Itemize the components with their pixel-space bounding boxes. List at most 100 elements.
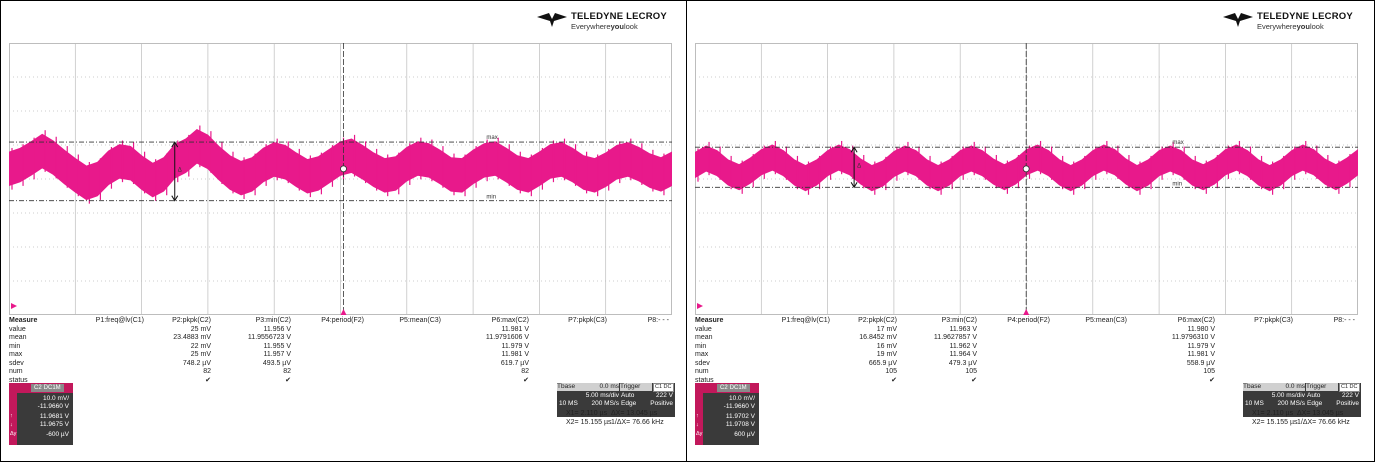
measure-cell: 19 mV: [876, 351, 897, 358]
measure-cell: [361, 368, 441, 377]
measure-row-label: sdev: [695, 359, 710, 367]
measure-cell: 11.981 V: [501, 325, 529, 333]
trigger-label: Trigger: [620, 383, 652, 391]
measure-cell: ✔: [891, 376, 897, 384]
tagline-suffix: look: [623, 22, 638, 31]
measure-row-label: value: [9, 325, 26, 333]
channel-label: C2: [34, 385, 42, 391]
channel-side-label: ↓: [10, 422, 13, 428]
channel-offset: -11.9660 V: [37, 403, 69, 410]
channel-descriptor-header: C2 DC1M: [695, 383, 759, 393]
trigger-level: 222 V: [1342, 392, 1359, 399]
brand-name: TELEDYNE LECROY: [1257, 11, 1353, 22]
measure-column-header: P2:pkpk(C2): [172, 317, 211, 324]
channel-tag: DC1M: [729, 385, 747, 391]
measure-cell: 479.3 µV: [948, 359, 977, 367]
measure-cell: [361, 326, 441, 335]
measure-cell: [284, 334, 364, 343]
measure-column: P3:min(C2) 11.963 V 11.9627857 V 11.962 V 11…: [897, 317, 977, 385]
channel-side-label: ↑: [10, 413, 13, 419]
channel-descriptor[interactable]: C2 DC1M 10.0 mV/-11.9660 V 11.9702 V 11.9708…: [695, 383, 759, 445]
measure-cell: [1047, 326, 1127, 335]
channel-y1: 11.9681 V: [39, 413, 69, 420]
measure-cell: 619.7 µV: [500, 359, 529, 367]
channel-y1: 11.9702 V: [725, 413, 755, 420]
measure-cell: 23.4883 mV: [173, 334, 211, 341]
measure-row-label: min: [9, 342, 21, 350]
measure-row-label: value: [695, 325, 712, 333]
measure-cell: 25 mV: [190, 325, 211, 333]
channel-offset: -11.9660 V: [723, 403, 755, 410]
measure-cell: [970, 360, 1050, 369]
measure-column-header: P4:period(F2): [321, 317, 364, 324]
measure-row-label: max: [9, 351, 23, 358]
channel-side-label: Δy: [10, 431, 17, 437]
measure-cell: [1047, 334, 1127, 343]
measure-column: P6:max(C2) 11.981 V 11.9791606 V 11.979 V 11…: [449, 317, 529, 385]
measure-cell: 11.956 V: [263, 325, 291, 333]
timebase-trigger-box[interactable]: Tbase 0.0 ms Trigger C1 DC 5.00 ms/div Auto 22…: [1243, 383, 1361, 417]
scope-screen: max min Δ: [695, 43, 1358, 315]
measure-cell: 11.962 V: [949, 342, 977, 350]
channel-tag: DC1M: [43, 385, 61, 391]
channel-y2: 11.9708 V: [725, 421, 755, 428]
trigger-slope: Positive: [1336, 400, 1359, 407]
timebase-trigger-box[interactable]: Tbase 0.0 ms Trigger C1 DC 5.00 ms/div Auto 22…: [557, 383, 675, 417]
trigger-slope: Positive: [650, 400, 673, 407]
delta-arrow-head-top: [171, 141, 179, 148]
measure-row-label: status: [695, 376, 714, 384]
measure-cell: 11.955 V: [263, 342, 291, 350]
channel-y2: 11.9675 V: [39, 421, 69, 428]
measure-cell: [970, 377, 1050, 386]
brand-tagline: Everywhereyoulook: [571, 22, 638, 31]
min-level-label: min: [486, 195, 496, 201]
sample-rate: 200 MS/s: [591, 400, 619, 407]
measure-cell: 11.9556723 V: [247, 334, 291, 341]
measure-cell: 11.979 V: [501, 342, 529, 350]
measure-cell: ✔: [971, 376, 977, 384]
delta-arrow-head-bottom: [171, 195, 179, 202]
measure-cell: [970, 326, 1050, 335]
measure-cell: 82: [203, 368, 211, 375]
scope-screen: max min Δ: [9, 43, 672, 315]
trigger-type: Edge: [1307, 400, 1323, 407]
measure-cell: 105: [1203, 368, 1215, 375]
measure-column: P7:pkpk(C3): [527, 317, 607, 385]
measure-row-label: max: [695, 351, 709, 358]
measure-cell: 105: [965, 368, 977, 375]
measure-column-header: P1:freq@lv(C1): [95, 317, 144, 324]
channel-side-label: Δy: [696, 431, 703, 437]
measure-cell: [1047, 360, 1127, 369]
timebase-per-div: 5.00 ms/div: [1271, 392, 1305, 399]
measure-cell: 17 mV: [876, 325, 897, 333]
brand-logo: TELEDYNE LECROY Everywhereyoulook: [537, 11, 667, 35]
delta-label: Δ: [178, 167, 182, 173]
brand-name: TELEDYNE LECROY: [571, 11, 667, 22]
measure-cell: [970, 334, 1050, 343]
tagline-prefix: Everywhere: [571, 22, 611, 31]
channel-descriptor[interactable]: C2 DC1M 10.0 mV/-11.9660 V 11.9681 V 11.9675…: [9, 383, 73, 445]
scope-panel-left: TELEDYNE LECROY Everywhereyoulook max min Δ M…: [0, 0, 687, 462]
measure-cell: 748.2 µV: [182, 359, 211, 367]
measure-row-label: min: [695, 342, 707, 350]
measure-cell: 558.9 µV: [1186, 359, 1215, 367]
cursor-x1: X1= 2.110 µs: [566, 410, 608, 417]
measure-cell: ✔: [523, 376, 529, 384]
cursor-inverse-delta: 1/ΔX= 76.66 kHz: [611, 419, 664, 426]
channel-coupling-tag: C2 DC1M: [717, 384, 750, 392]
waveform-chart: max min Δ: [9, 43, 672, 315]
measure-cell: [361, 351, 441, 360]
measure-cell: [361, 360, 441, 369]
sample-count: 10 MS: [1245, 400, 1264, 407]
tbase-label: Tbase: [557, 383, 587, 391]
measure-row-labels: Measure value mean min max sdev num status: [9, 317, 69, 385]
measure-cell: [970, 368, 1050, 377]
measure-cell: [589, 368, 669, 377]
measure-row-label: sdev: [9, 359, 24, 367]
measure-column: P2:pkpk(C2) 25 mV 23.4883 mV 22 mV 25 mV 748.…: [131, 317, 211, 385]
measure-column: P4:period(F2): [284, 317, 364, 385]
measure-row-label: status: [9, 376, 28, 384]
measure-cell: 25 mV: [190, 351, 211, 358]
measure-column-header: P7:pkpk(C3): [568, 317, 607, 324]
brand-tagline: Everywhereyoulook: [1257, 22, 1324, 31]
